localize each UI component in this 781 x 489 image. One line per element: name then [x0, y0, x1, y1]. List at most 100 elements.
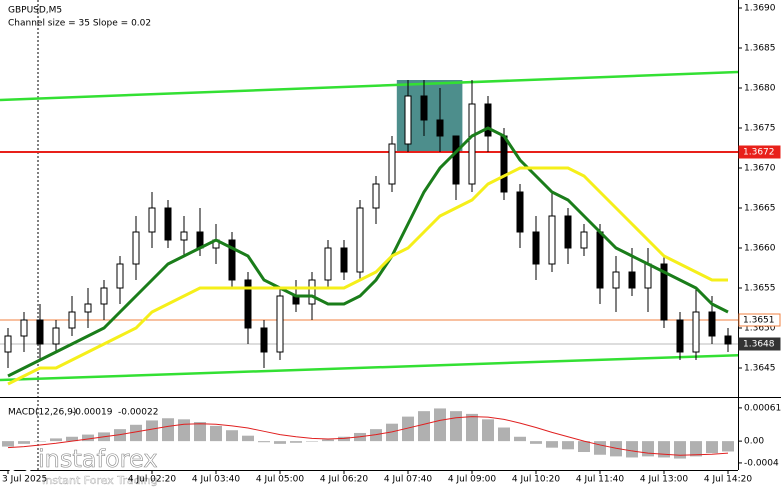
macd-bar: [722, 441, 734, 452]
logo-icon: [6, 448, 34, 476]
candle-body: [532, 231, 540, 265]
candle-body: [468, 103, 476, 185]
macd-bar: [642, 441, 654, 457]
channel-lower: [0, 353, 739, 382]
x-tick-label: 4 Jul 11:40: [576, 475, 625, 485]
macd-label: MACD(12,26,9): [8, 408, 76, 418]
candle-body: [692, 311, 700, 353]
level-box: [738, 313, 781, 327]
macd-bar: [466, 413, 478, 442]
candle-body: [724, 335, 732, 345]
macd-bar: [258, 441, 270, 443]
y-tick-label: 1.3670: [744, 164, 776, 174]
candle-body: [4, 335, 12, 353]
macd-value: -0.00019: [72, 408, 113, 418]
macd-bar: [82, 434, 94, 442]
candle-body: [500, 135, 508, 193]
macd-bar: [66, 436, 78, 442]
candle-body: [452, 135, 460, 185]
macd-bar: [290, 441, 302, 443]
macd-bar: [402, 416, 414, 442]
plot: [0, 70, 739, 459]
macd-bar: [210, 425, 222, 442]
candle-body: [260, 327, 268, 353]
level-label: 1.3672: [743, 148, 775, 158]
macd-bar: [434, 408, 446, 442]
candle-body: [516, 191, 524, 233]
macd-bar: [18, 441, 30, 444]
candle-body: [20, 319, 28, 337]
macd-bar: [162, 418, 174, 442]
y-tick-label: 1.3645: [744, 364, 776, 374]
macd-bar: [50, 438, 62, 442]
y2-tick-label: 0.00: [744, 437, 764, 447]
candle-body: [324, 247, 332, 281]
macd-bar: [578, 441, 590, 453]
x-tick-label: 4 Jul 02:20: [128, 475, 177, 485]
candle-body: [132, 231, 140, 265]
candle-body: [676, 319, 684, 353]
candle-body: [116, 263, 124, 289]
chart-title: GBPUSD,M5: [8, 6, 62, 16]
candle-body: [660, 263, 668, 321]
candle-body: [548, 215, 556, 265]
x-tick-label: 4 Jul 09:00: [448, 475, 497, 485]
y-tick-label: 1.3660: [744, 244, 776, 254]
chart-subtitle: Channel size = 35 Slope = 0.02: [8, 19, 151, 29]
logo-name: instaforex: [38, 445, 158, 473]
candle-body: [180, 231, 188, 241]
candle-body: [276, 295, 284, 353]
candle-body: [52, 327, 60, 345]
y-tick-label: 1.3675: [744, 124, 776, 134]
y-tick-label: 1.3685: [744, 44, 776, 54]
candle-body: [436, 119, 444, 137]
y-tick-label: 1.3650: [744, 324, 776, 334]
y2-tick-label: -0.0004: [744, 458, 779, 468]
y-tick-label: 1.3690: [744, 4, 776, 14]
x-tick-label: 4 Jul 07:40: [384, 475, 433, 485]
candle-body: [68, 311, 76, 329]
candle-body: [308, 279, 316, 305]
macd-signal-value: -0.00022: [118, 408, 158, 418]
macd-bar: [674, 441, 686, 459]
x-tick-label: 4 Jul 14:20: [704, 475, 753, 485]
macd-bar: [2, 441, 14, 447]
candle-body: [372, 183, 380, 209]
macd-bar: [370, 429, 382, 442]
macd-bar: [194, 422, 206, 442]
candle-body: [164, 207, 172, 241]
y-tick-label: 1.3665: [744, 204, 776, 214]
macd-bar: [274, 441, 286, 444]
moving-average: [7, 126, 729, 378]
level-label: 1.3648: [743, 340, 775, 350]
candle-body: [244, 279, 252, 329]
candle-body: [100, 287, 108, 305]
candle-body: [580, 231, 588, 249]
macd-bar: [498, 427, 510, 442]
macd-bar: [418, 411, 430, 442]
macd-bar: [706, 441, 718, 454]
macd-bar: [530, 441, 542, 444]
macd-bar: [546, 441, 558, 448]
macd-signal: [7, 416, 729, 456]
candle-body: [644, 263, 652, 289]
moving-average: [7, 166, 728, 386]
logo-tagline: Instant Forex Trading: [42, 474, 158, 487]
level-box: [738, 337, 781, 351]
level-box: [738, 145, 781, 159]
candle-body: [404, 95, 412, 145]
macd-bar: [178, 419, 190, 442]
x-tick-label: 4 Jul 06:20: [320, 475, 369, 485]
macd-bar: [146, 420, 158, 442]
x-tick-label: 4 Jul 05:00: [256, 475, 305, 485]
macd-bar: [338, 436, 350, 442]
candle-body: [628, 271, 636, 289]
candle-body: [388, 143, 396, 185]
macd-bar: [34, 441, 46, 442]
logo: instaforex Instant Forex Trading: [6, 445, 158, 487]
macd-bar: [562, 441, 574, 450]
candle-body: [484, 103, 492, 137]
macd-bar: [690, 441, 702, 457]
x-tick-label: 4 Jul 03:40: [192, 475, 241, 485]
candle-body: [420, 95, 428, 121]
